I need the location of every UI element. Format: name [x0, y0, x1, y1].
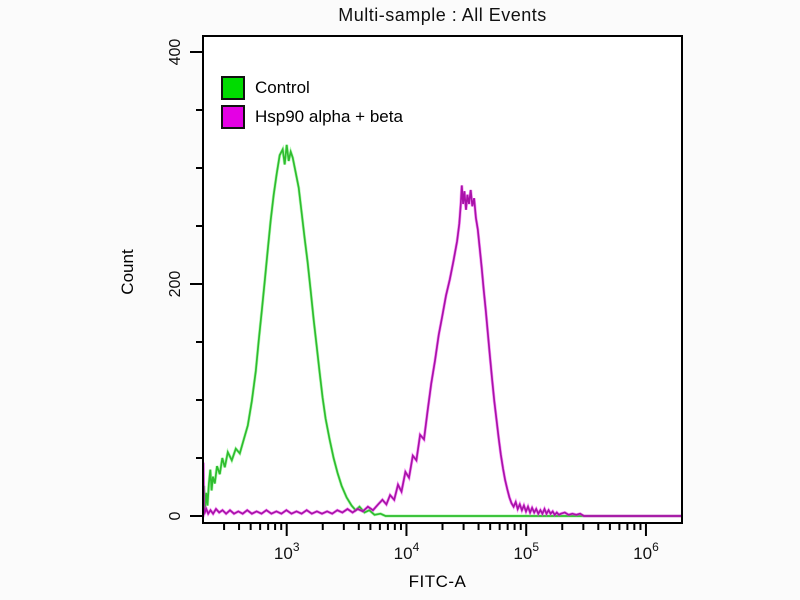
hsp90-swatch-icon	[221, 105, 245, 129]
legend-item-hsp90: Hsp90 alpha + beta	[221, 105, 403, 129]
control-swatch-icon	[221, 76, 245, 100]
x-tick-label: 106	[633, 540, 659, 563]
x-tick-label: 105	[513, 540, 539, 563]
y-axis-title: Count	[118, 249, 137, 295]
plot-background	[203, 36, 682, 523]
x-tick-label: 104	[394, 540, 420, 563]
legend-label-control: Control	[255, 78, 310, 97]
y-tick-label: 0	[167, 511, 184, 520]
y-tick-label: 400	[167, 39, 184, 66]
series-control-curve	[202, 144, 682, 518]
series-hsp90-curve	[202, 185, 682, 518]
chart-title: Multi-sample : All Events	[338, 5, 547, 25]
legend: Control Hsp90 alpha + beta	[221, 76, 403, 129]
x-axis-title: FITC-A	[408, 572, 467, 591]
x-tick-label: 103	[274, 540, 300, 563]
legend-label-hsp90: Hsp90 alpha + beta	[255, 107, 403, 126]
plot-frame	[202, 35, 683, 524]
axis-ticks	[190, 51, 647, 536]
y-tick-label: 200	[167, 271, 184, 298]
legend-item-control: Control	[221, 76, 403, 100]
